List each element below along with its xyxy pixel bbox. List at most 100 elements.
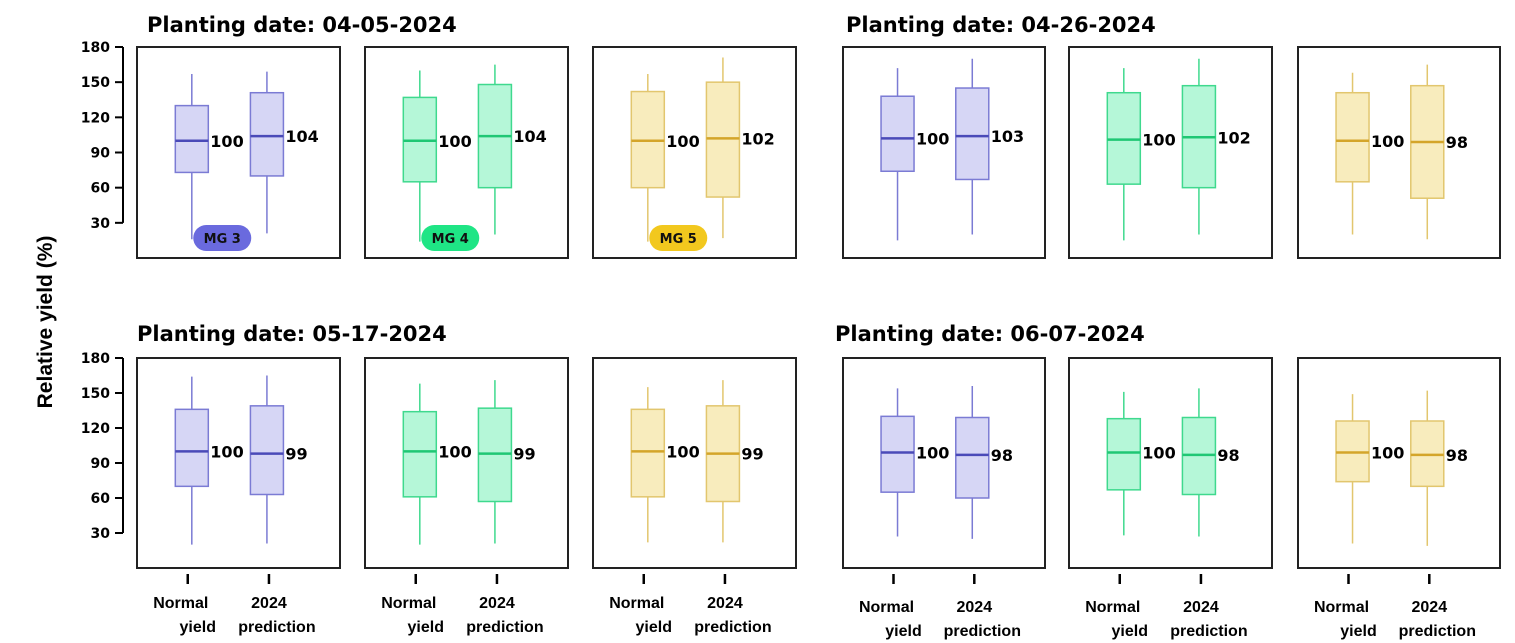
box-median-label: 102 — [741, 129, 774, 148]
y-axis-label: Relative yield (%) — [34, 236, 57, 409]
panel-frame — [364, 357, 569, 569]
box-median-label: 100 — [438, 132, 471, 151]
x-category-label-line: prediction — [944, 623, 1021, 640]
box-median-label: 98 — [991, 446, 1013, 465]
x-category-label-line: 2024 — [707, 595, 743, 612]
panel-frame — [592, 46, 797, 259]
x-category-label-line: prediction — [238, 619, 315, 636]
panel-title: Planting date: 05-17-2024 — [137, 322, 447, 346]
box-median-label: 100 — [916, 129, 949, 148]
maturity-group-badge-label: MG 3 — [204, 232, 241, 247]
panel-frame — [1068, 357, 1273, 569]
panel-frame — [842, 46, 1046, 259]
box-median-label: 100 — [916, 444, 949, 463]
maturity-group-badge-label: MG 4 — [432, 232, 469, 247]
box-iqr — [249, 91, 285, 177]
x-category-label-line: 2024 — [251, 595, 287, 612]
box-iqr — [1335, 91, 1370, 183]
panel-frame — [364, 46, 569, 259]
box-iqr — [249, 405, 285, 496]
panel-frame — [136, 46, 341, 259]
y-tick-label: 180 — [81, 351, 110, 367]
x-category-label-line: 2024 — [957, 599, 993, 616]
box-median-label: 98 — [1446, 446, 1468, 465]
box-median-label: 100 — [210, 132, 243, 151]
x-category-label: 2024 prediction — [238, 595, 315, 636]
y-tick-label: 120 — [81, 110, 110, 126]
y-tick-label: 60 — [91, 181, 111, 197]
box-iqr — [630, 408, 666, 498]
box-iqr — [402, 410, 438, 498]
y-tick-label: 60 — [91, 491, 111, 507]
x-category-label: Normal yield — [1085, 599, 1148, 640]
x-category-label: Normal yield — [381, 595, 444, 636]
box-median-label: 98 — [1446, 133, 1468, 152]
box-median-label: 102 — [1217, 128, 1250, 147]
box-median-label: 100 — [1371, 132, 1404, 151]
x-category-label-line: Normal — [609, 595, 664, 612]
x-category-label-line: yield — [1112, 623, 1148, 640]
box-iqr — [955, 87, 990, 181]
box-iqr — [1106, 417, 1142, 491]
box-median-label: 100 — [438, 442, 471, 461]
y-tick-label: 120 — [81, 421, 110, 437]
box-median-label: 99 — [513, 445, 535, 464]
x-category-label: 2024 prediction — [944, 599, 1021, 640]
box-median-label: 100 — [210, 442, 243, 461]
box-median-label: 99 — [741, 445, 763, 464]
box-iqr — [174, 408, 210, 488]
y-tick-label: 150 — [81, 75, 110, 91]
x-category-label: 2024 prediction — [1399, 599, 1476, 640]
box-iqr — [880, 415, 915, 493]
box-median-label: 100 — [1142, 131, 1175, 150]
x-category-label-line: yield — [885, 623, 921, 640]
panel-frame — [136, 357, 341, 569]
x-category-label-line: Normal — [1314, 599, 1369, 616]
x-category-label-line: 2024 — [479, 595, 515, 612]
y-tick-label: 180 — [81, 40, 110, 56]
x-category-label-line: prediction — [1170, 623, 1247, 640]
y-tick-label: 30 — [91, 526, 111, 542]
x-category-label-line: yield — [636, 619, 672, 636]
box-iqr — [955, 416, 990, 499]
box-median-label: 104 — [513, 127, 546, 146]
y-tick-label: 90 — [91, 146, 111, 162]
x-category-label-line: prediction — [466, 619, 543, 636]
x-category-label-line: Normal — [1085, 599, 1140, 616]
box-iqr — [174, 104, 210, 174]
panel-frame — [842, 357, 1046, 569]
x-category-label-line: Normal — [153, 595, 208, 612]
panel-frame — [1297, 46, 1501, 259]
x-category-label-line: prediction — [1399, 623, 1476, 640]
x-category-label: 2024 prediction — [694, 595, 771, 636]
box-median-label: 100 — [1142, 444, 1175, 463]
box-median-label: 100 — [666, 132, 699, 151]
maturity-group-badge — [193, 225, 252, 251]
box-median-label: 100 — [666, 442, 699, 461]
box-median-label: 100 — [1371, 444, 1404, 463]
maturity-group-badge-label: MG 5 — [660, 232, 697, 247]
panel-title: Planting date: 04-05-2024 — [147, 13, 457, 37]
maturity-group-badge — [649, 225, 708, 251]
x-category-label-line: yield — [180, 619, 216, 636]
x-category-label: 2024 prediction — [1170, 599, 1247, 640]
x-category-label: 2024 prediction — [466, 595, 543, 636]
box-median-label: 98 — [1217, 446, 1239, 465]
y-tick-label: 150 — [81, 386, 110, 402]
panel-title: Planting date: 06-07-2024 — [835, 322, 1145, 346]
x-category-label-line: prediction — [694, 619, 771, 636]
panel-frame — [592, 357, 797, 569]
box-median-label: 99 — [285, 445, 307, 464]
panel-frame — [1068, 46, 1273, 259]
x-category-label: Normal yield — [1314, 599, 1377, 640]
x-category-label-line: yield — [408, 619, 444, 636]
x-category-label-line: 2024 — [1183, 599, 1219, 616]
panel-title: Planting date: 04-26-2024 — [846, 13, 1156, 37]
box-median-label: 104 — [285, 127, 318, 146]
x-category-label: Normal yield — [859, 599, 922, 640]
y-tick-label: 90 — [91, 456, 111, 472]
x-category-label-line: 2024 — [1412, 599, 1448, 616]
panel-frame — [1297, 357, 1501, 569]
maturity-group-badge — [421, 225, 480, 251]
